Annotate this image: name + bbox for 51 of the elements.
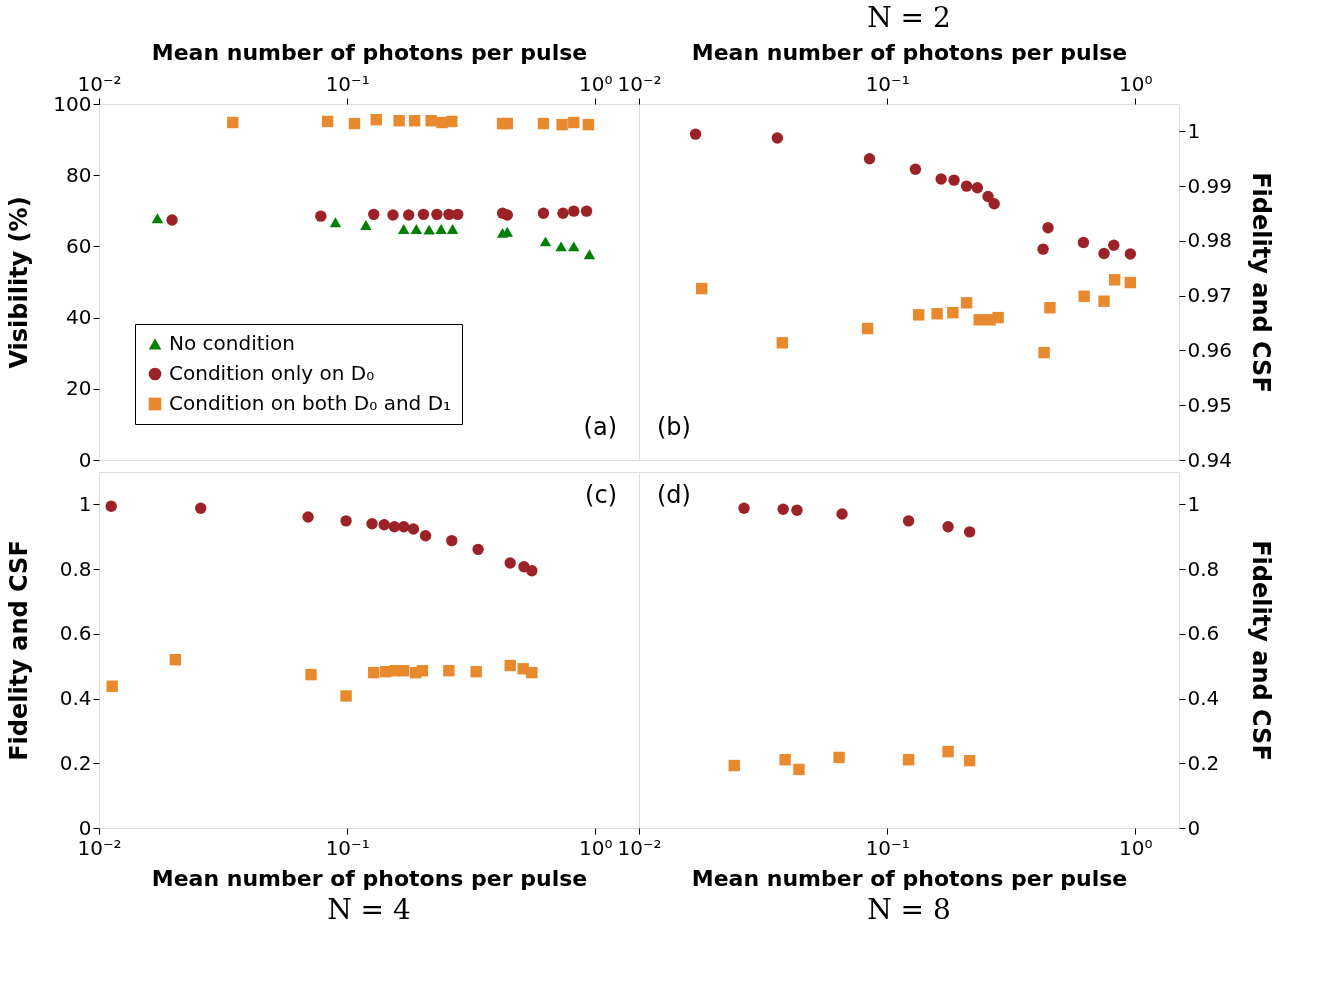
text: N = 8 (867, 893, 951, 926)
y2-tick-label: 0.4 (1187, 686, 1220, 711)
y2-tick-label: 0.6 (1187, 621, 1220, 646)
legend-label: No condition (169, 331, 296, 355)
x-tick-label: 10⁰ (579, 835, 613, 860)
y2-tick-label: 0.94 (1187, 447, 1233, 472)
annotation: (d) (657, 481, 691, 509)
chart-title: N = 2 (867, 1, 951, 34)
legend-label: Condition only on D₀ (169, 361, 375, 385)
y-axis-title: Fidelity and CSF (4, 540, 33, 761)
text: N = 4 (327, 893, 411, 926)
x-tick-label: 10⁰ (579, 71, 613, 96)
y-tick-label: 0.8 (59, 556, 92, 581)
y-tick-label: 0.6 (59, 621, 92, 646)
x-tick-label: 10⁻¹ (865, 71, 910, 96)
y-tick-label: 0.4 (59, 686, 92, 711)
x-tick-label: 10⁻² (617, 835, 662, 860)
y-tick-label: 40 (66, 305, 92, 330)
x-tick-label: 10⁰ (1119, 835, 1153, 860)
y-tick-label: 0 (78, 447, 92, 472)
y-tick-label: 0.2 (59, 750, 92, 775)
y-tick-label: 1 (78, 491, 92, 516)
x-axis-title: Mean number of photons per pulse (691, 39, 1128, 65)
y-tick-label: 80 (66, 162, 92, 187)
annotation: (a) (583, 413, 617, 441)
y2-tick-label: 0.96 (1187, 337, 1233, 362)
x-axis-title: Mean number of photons per pulse (691, 865, 1128, 891)
annotation: (c) (585, 481, 617, 509)
y2-tick-label: 0.2 (1187, 750, 1220, 775)
y2-tick-label: 0.97 (1187, 283, 1233, 308)
x-tick-label: 10⁻² (617, 71, 662, 96)
x-axis-title: Mean number of photons per pulse (151, 865, 588, 891)
y-tick-label: 60 (66, 233, 92, 258)
y2-tick-label: 0.95 (1187, 392, 1233, 417)
x-tick-label: 10⁰ (1119, 71, 1153, 96)
y2-tick-label: 1 (1187, 118, 1201, 143)
y2-tick-label: 0.99 (1187, 173, 1233, 198)
y2-axis-title: Fidelity and CSF (1246, 540, 1275, 761)
y2-axis-title: Fidelity and CSF (1246, 172, 1275, 393)
x-tick-label: 10⁻¹ (325, 835, 370, 860)
y2-tick-label: 0.98 (1187, 228, 1233, 253)
x-tick-label: 10⁻¹ (865, 835, 910, 860)
y-axis-title: Visibility (%) (4, 196, 33, 369)
y2-tick-label: 1 (1187, 491, 1201, 516)
y-tick-label: 20 (66, 376, 92, 401)
x-axis-title: Mean number of photons per pulse (151, 39, 588, 65)
annotation: (b) (657, 413, 691, 441)
x-tick-label: 10⁻¹ (325, 71, 370, 96)
legend-label: Condition on both D₀ and D₁ (169, 391, 452, 415)
y2-tick-label: 0 (1187, 815, 1201, 840)
y2-tick-label: 0.8 (1187, 556, 1220, 581)
